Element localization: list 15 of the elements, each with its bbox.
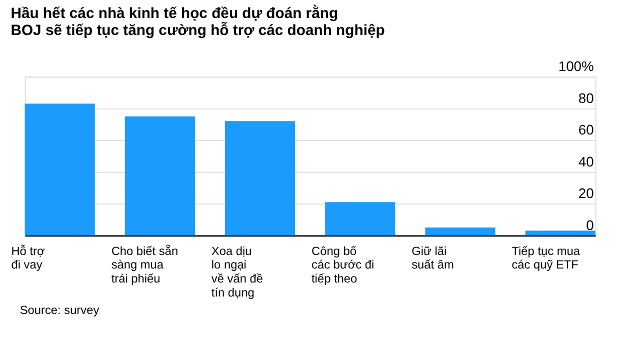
y-tick-label: 0 — [586, 216, 594, 233]
x-tick-label: Hỗ trợ đi vay — [11, 244, 45, 272]
x-tick-label: Xoa dịu lo ngại về vấn đề tín dụng — [211, 244, 264, 300]
y-tick-label: 100% — [558, 58, 594, 74]
y-tick-label: 80 — [578, 90, 594, 106]
source-note: Source: survey — [20, 302, 100, 317]
text: BOJ sẽ tiếp tục tăng cường hỗ trợ các doanh nghiệp — [10, 23, 385, 40]
text: Hầu hết các nhà kinh tế học đều dự đoán rằng — [10, 6, 338, 22]
x-tick-label: Cho biết sẵn sàng mua trái phiếu — [111, 244, 178, 286]
x-tick-label: Giữ lãi suất âm — [412, 244, 454, 272]
y-tick-label: 20 — [578, 185, 594, 202]
y-tick-label: 60 — [578, 122, 594, 138]
x-tick-label: Tiếp tục mua các quỹ ETF — [512, 244, 580, 272]
x-tick-label: Công bố các bước đi tiếp theo — [312, 244, 374, 286]
y-tick-label: 40 — [578, 153, 594, 170]
